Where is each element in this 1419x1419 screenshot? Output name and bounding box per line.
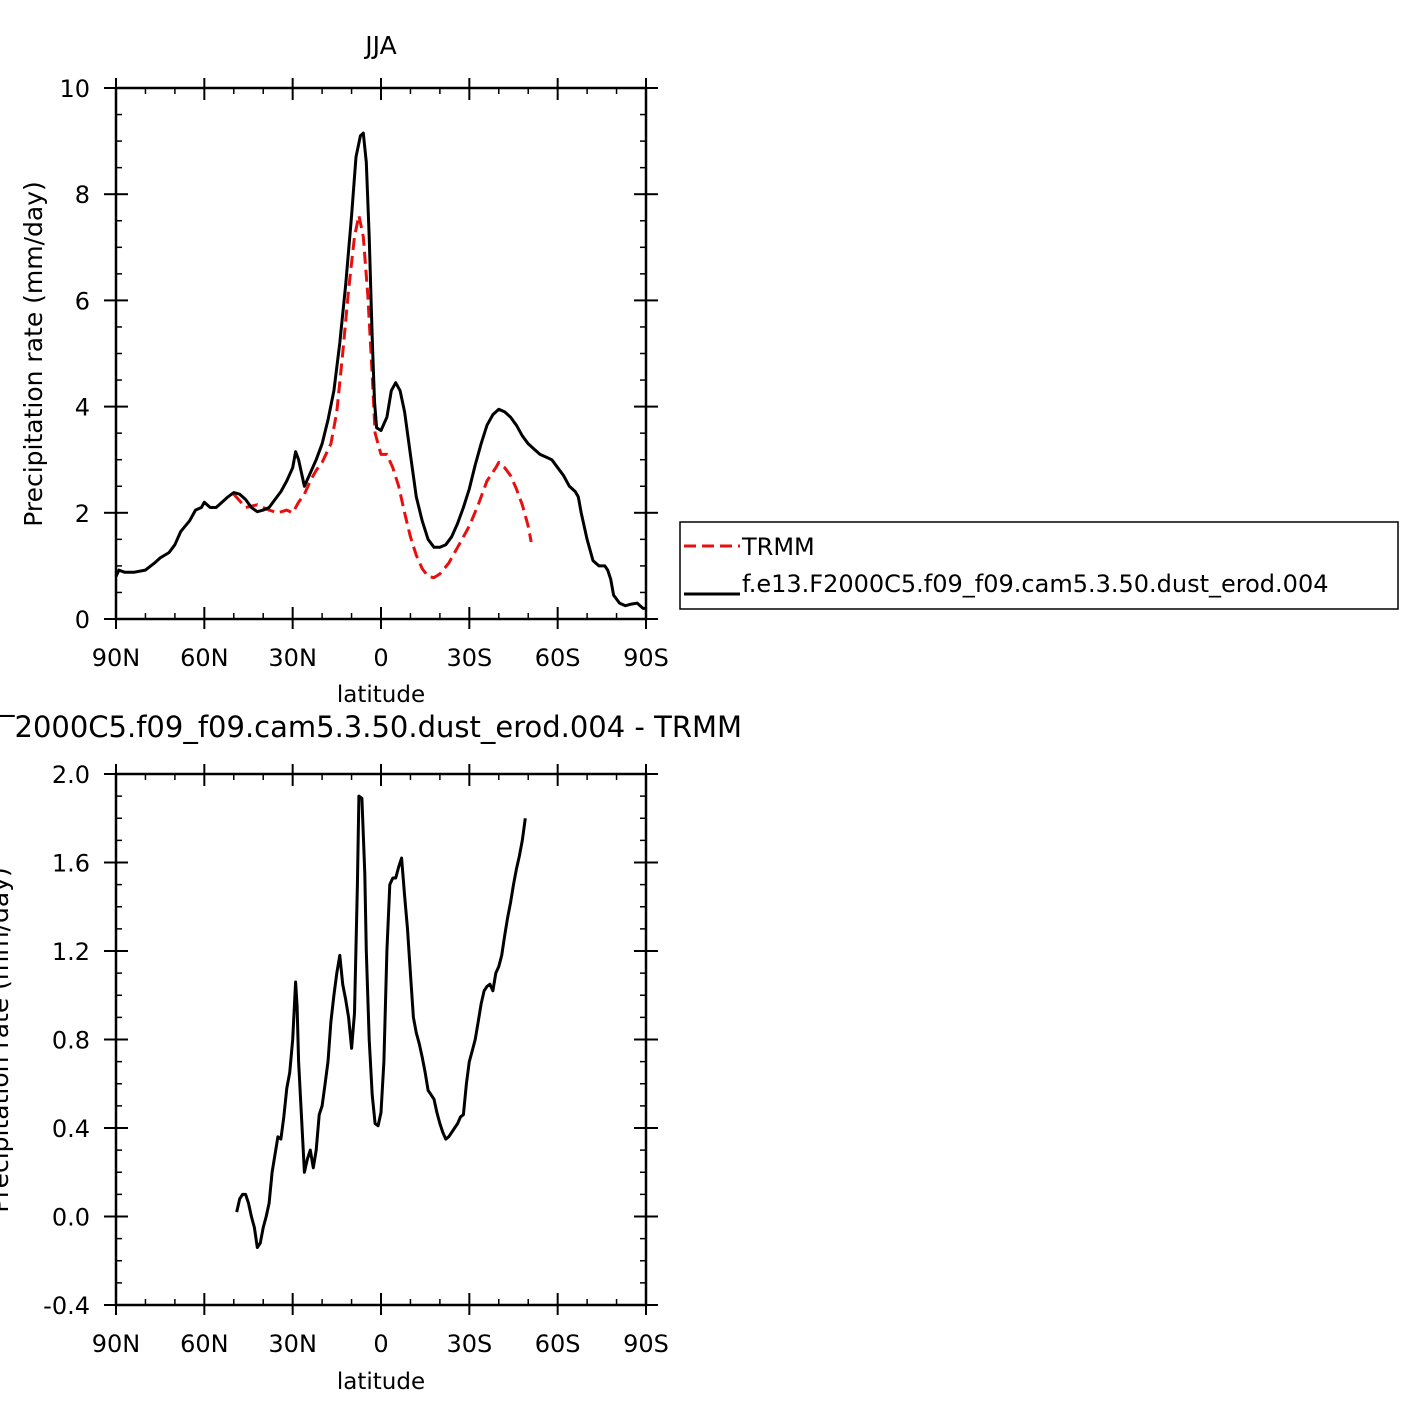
bottom-x-tick-label: 90S <box>623 1330 669 1358</box>
bottom-x-tick-label: 30S <box>446 1330 492 1358</box>
bottom-y-axis-label: Precipitation rate (mm/day) <box>0 867 14 1213</box>
bottom-y-tick-label: 1.2 <box>52 938 90 966</box>
bottom-series-group <box>235 794 527 1249</box>
bottom-y-tick-label: 0.0 <box>52 1204 90 1232</box>
bottom-y-tick-label: 0.8 <box>52 1027 90 1055</box>
bottom-x-tick-label: 60N <box>180 1330 229 1358</box>
top-series-line-model <box>114 131 646 610</box>
legend-label-trmm: TRMM <box>741 533 815 561</box>
top-y-axis-label: Precipitation rate (mm/day) <box>19 181 48 527</box>
top-x-tick-label: 0 <box>373 644 388 672</box>
bottom-x-axis-label: latitude <box>337 1369 425 1395</box>
top-x-tick-label: 30S <box>446 644 492 672</box>
top-x-tick-label: 30N <box>268 644 317 672</box>
bottom-x-tick-label: 60S <box>535 1330 581 1358</box>
bottom-y-tick-label: 2.0 <box>52 761 90 789</box>
top-y-tick-label: 4 <box>75 394 90 422</box>
bottom-series-line-model <box>235 794 527 1249</box>
bottom-y-tick-label: 1.6 <box>52 850 90 878</box>
bottom-panel: ‾2000C5.f09_f09.cam5.3.50.dust_erod.004 … <box>0 710 742 1395</box>
bottom-y-tick-label: 0.4 <box>52 1115 90 1143</box>
top-series-line-trmm <box>232 213 533 580</box>
top-panel: JJA Precipitation rate (mm/day) latitude… <box>19 31 669 708</box>
legend-label-model: f.e13.F2000C5.f09_f09.cam5.3.50.dust_ero… <box>742 570 1328 598</box>
top-ticks: 90N 60N 30N 0 30S 60S 90S 0 2 4 6 8 10 <box>59 75 668 672</box>
bottom-x-tick-label: 90N <box>92 1330 141 1358</box>
bottom-y-tick-label: -0.4 <box>43 1292 90 1320</box>
bottom-x-tick-label: 0 <box>373 1330 388 1358</box>
top-y-tick-label: 2 <box>75 500 90 528</box>
top-chart-title: JJA <box>363 31 396 60</box>
legend: TRMM f.e13.F2000C5.f09_f09.cam5.3.50.dus… <box>679 521 1399 610</box>
legend-box <box>679 521 1399 610</box>
top-series-group <box>114 131 646 610</box>
bottom-chart-title: ‾2000C5.f09_f09.cam5.3.50.dust_erod.004 … <box>0 710 742 744</box>
top-y-tick-label: 6 <box>75 287 90 315</box>
bottom-plot-frame <box>114 772 648 1307</box>
top-x-tick-label: 60N <box>180 644 229 672</box>
top-plot-frame <box>114 86 648 621</box>
bottom-x-tick-label: 30N <box>268 1330 317 1358</box>
top-y-tick-label: 10 <box>59 75 90 103</box>
top-y-tick-label: 8 <box>75 181 90 209</box>
top-x-tick-label: 90N <box>92 644 141 672</box>
top-y-tick-label: 0 <box>75 606 90 634</box>
bottom-ticks: 90N 60N 30N 0 30S 60S 90S -0.4 0.0 0.4 0.8 1.2 1.6 2.… <box>43 761 669 1358</box>
top-x-axis-label: latitude <box>337 682 425 708</box>
top-x-tick-label: 90S <box>623 644 669 672</box>
top-x-tick-label: 60S <box>535 644 581 672</box>
